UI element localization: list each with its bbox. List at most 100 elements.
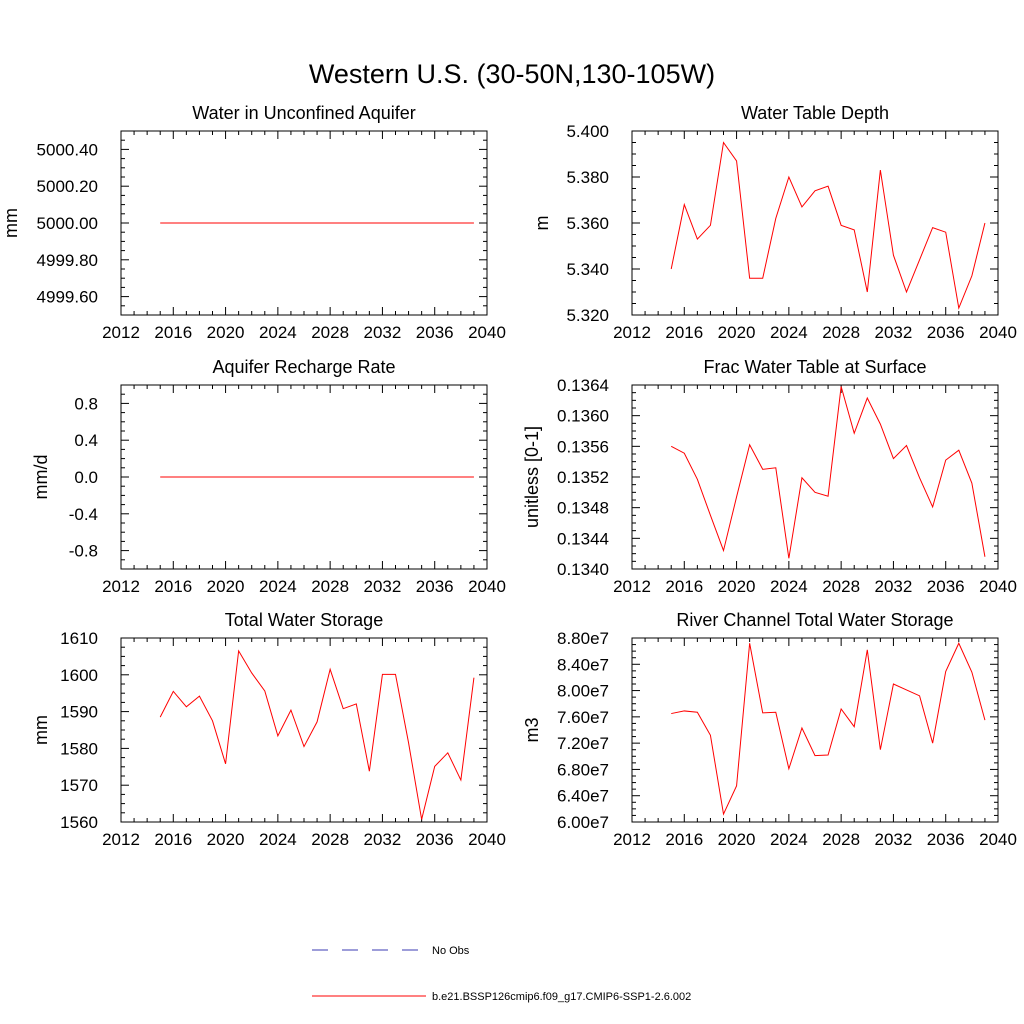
y-tick-label: 8.40e7 bbox=[557, 655, 609, 674]
panel-frac-water-table-at-surface: Frac Water Table at Surface 2012 2016 2020 2… bbox=[522, 357, 1017, 596]
x-tick-label: 2012 bbox=[102, 577, 140, 596]
x-tick-label: 2024 bbox=[770, 323, 808, 342]
x-tick-label: 2024 bbox=[259, 323, 297, 342]
series-line bbox=[670, 141, 986, 310]
x-tick-label: 2028 bbox=[311, 577, 349, 596]
series-line bbox=[159, 649, 475, 820]
x-tick-label: 2040 bbox=[468, 830, 506, 849]
y-tick-label: 5000.00 bbox=[37, 214, 98, 233]
y-tick-label: 1600 bbox=[60, 666, 98, 685]
panel-aquifer-recharge-rate: Aquifer Recharge Rate 2012 2016 2020 2024 202… bbox=[31, 357, 506, 596]
x-tick-label: 2016 bbox=[154, 830, 192, 849]
y-tick-label: 0.1364 bbox=[557, 376, 609, 395]
x-tick-label: 2020 bbox=[718, 323, 756, 342]
plot-frame bbox=[120, 637, 488, 823]
y-tick-label: 4999.60 bbox=[37, 288, 98, 307]
x-tick-label: 2024 bbox=[770, 830, 808, 849]
y-tick-label: 0.1356 bbox=[557, 437, 609, 456]
y-tick-label: 5.380 bbox=[566, 168, 609, 187]
x-tick-label: 2016 bbox=[665, 830, 703, 849]
y-axis-label: m3 bbox=[522, 717, 542, 742]
figure-title: Western U.S. (30-50N,130-105W) bbox=[309, 59, 715, 89]
y-tick-label: -0.4 bbox=[69, 505, 98, 524]
panel-title: Total Water Storage bbox=[225, 610, 383, 630]
x-tick-label: 2012 bbox=[613, 323, 651, 342]
y-tick-label: 0.1344 bbox=[557, 529, 609, 548]
y-tick-label: 5.360 bbox=[566, 214, 609, 233]
x-tick-label: 2036 bbox=[927, 577, 965, 596]
y-tick-label: 5000.40 bbox=[37, 140, 98, 159]
y-tick-label: 0.0 bbox=[74, 468, 98, 487]
x-tick-label: 2032 bbox=[364, 577, 402, 596]
x-tick-label: 2040 bbox=[979, 577, 1017, 596]
series-line bbox=[671, 642, 986, 816]
x-tick-label: 2020 bbox=[718, 577, 756, 596]
legend: No Obs b.e21.BSSP126cmip6.f09_g17.CMIP6-… bbox=[312, 945, 691, 1003]
panel-title: River Channel Total Water Storage bbox=[676, 610, 953, 630]
y-tick-label: 5.340 bbox=[566, 260, 609, 279]
y-tick-label: 0.4 bbox=[74, 431, 98, 450]
x-tick-label: 2020 bbox=[207, 830, 245, 849]
x-tick-label: 2012 bbox=[102, 323, 140, 342]
panel-title: Water in Unconfined Aquifer bbox=[192, 103, 415, 123]
x-tick-label: 2016 bbox=[154, 577, 192, 596]
y-tick-label: 0.1340 bbox=[557, 560, 609, 579]
panels-group: Water in Unconfined Aquifer 2012 2016 2020 2… bbox=[1, 103, 1017, 849]
y-tick-label: 1560 bbox=[60, 813, 98, 832]
x-tick-label: 2032 bbox=[875, 577, 913, 596]
x-tick-label: 2028 bbox=[311, 830, 349, 849]
legend-label-no-obs: No Obs bbox=[432, 945, 470, 957]
x-tick-label: 2040 bbox=[468, 577, 506, 596]
x-tick-label: 2024 bbox=[259, 830, 297, 849]
x-tick-label: 2020 bbox=[718, 830, 756, 849]
panel-water-in-unconfined-aquifer: Water in Unconfined Aquifer 2012 2016 2020 2… bbox=[1, 103, 506, 342]
y-tick-label: 6.40e7 bbox=[557, 787, 609, 806]
y-tick-label: 5.320 bbox=[566, 306, 609, 325]
y-tick-label: 1610 bbox=[60, 629, 98, 648]
x-tick-label: 2036 bbox=[416, 830, 454, 849]
plot-frame bbox=[631, 130, 999, 316]
y-tick-label: 5000.20 bbox=[37, 177, 98, 196]
x-tick-label: 2024 bbox=[259, 577, 297, 596]
y-tick-label: 7.20e7 bbox=[557, 734, 609, 753]
y-tick-label: 0.1352 bbox=[557, 468, 609, 487]
y-tick-label: 0.1360 bbox=[557, 407, 609, 426]
y-tick-label: -0.8 bbox=[69, 542, 98, 561]
panel-water-table-depth: Water Table Depth 2012 2016 2020 2024 2028 203… bbox=[532, 103, 1017, 342]
x-tick-label: 2036 bbox=[927, 830, 965, 849]
x-tick-label: 2036 bbox=[927, 323, 965, 342]
y-tick-label: 1570 bbox=[60, 776, 98, 795]
x-tick-label: 2040 bbox=[979, 830, 1017, 849]
y-tick-label: 0.8 bbox=[74, 394, 98, 413]
y-tick-label: 6.80e7 bbox=[557, 760, 609, 779]
y-axis-label: mm/d bbox=[31, 455, 51, 500]
panel-total-water-storage: Total Water Storage 2012 2016 2020 2024 2028 2… bbox=[31, 610, 506, 849]
x-tick-label: 2016 bbox=[665, 577, 703, 596]
y-axis-label: mm bbox=[31, 715, 51, 745]
x-tick-label: 2024 bbox=[770, 577, 808, 596]
x-tick-label: 2028 bbox=[822, 830, 860, 849]
y-axis-label: mm bbox=[1, 208, 21, 238]
y-tick-label: 8.00e7 bbox=[557, 682, 609, 701]
y-tick-label: 5.400 bbox=[566, 122, 609, 141]
x-tick-label: 2036 bbox=[416, 323, 454, 342]
y-axis-label: m bbox=[532, 216, 552, 231]
x-tick-label: 2028 bbox=[822, 577, 860, 596]
x-tick-label: 2020 bbox=[207, 323, 245, 342]
legend-label-model: b.e21.BSSP126cmip6.f09_g17.CMIP6-SSP1-2.… bbox=[432, 991, 691, 1003]
series-line bbox=[670, 386, 986, 559]
x-tick-label: 2040 bbox=[468, 323, 506, 342]
x-tick-label: 2012 bbox=[102, 830, 140, 849]
x-tick-label: 2012 bbox=[613, 830, 651, 849]
x-tick-label: 2012 bbox=[613, 577, 651, 596]
y-tick-label: 4999.80 bbox=[37, 251, 98, 270]
y-tick-label: 6.00e7 bbox=[557, 813, 609, 832]
x-tick-label: 2032 bbox=[875, 830, 913, 849]
y-tick-label: 0.1348 bbox=[557, 499, 609, 518]
x-tick-label: 2028 bbox=[311, 323, 349, 342]
panel-title: Frac Water Table at Surface bbox=[703, 357, 926, 377]
x-tick-label: 2032 bbox=[364, 323, 402, 342]
y-tick-label: 7.60e7 bbox=[557, 708, 609, 727]
x-tick-label: 2032 bbox=[875, 323, 913, 342]
